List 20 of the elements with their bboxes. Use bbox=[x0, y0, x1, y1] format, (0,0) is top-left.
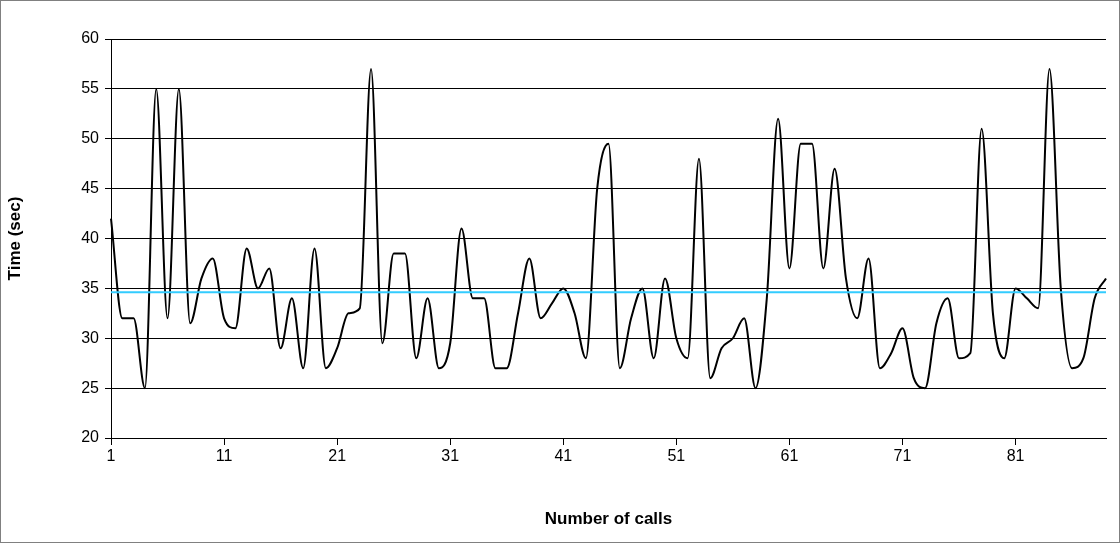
y-tick-label: 60 bbox=[81, 29, 100, 47]
x-tick-label: 51 bbox=[667, 447, 686, 465]
y-axis-title: Time (sec) bbox=[4, 196, 24, 281]
x-axis-title: Number of calls bbox=[544, 509, 673, 529]
x-tick-label: 41 bbox=[554, 447, 573, 465]
x-tick-label: 71 bbox=[893, 447, 912, 465]
y-tick-label: 20 bbox=[81, 428, 100, 446]
y-tick-label: 25 bbox=[81, 378, 100, 396]
y-tick-label: 55 bbox=[81, 79, 100, 97]
x-tick-label: 81 bbox=[1006, 447, 1025, 465]
x-tick-label: 11 bbox=[215, 447, 233, 465]
x-tick-label: 1 bbox=[106, 447, 116, 465]
y-tick-label: 35 bbox=[81, 278, 100, 296]
y-tick-label: 40 bbox=[81, 228, 100, 246]
y-tick-label: 30 bbox=[81, 328, 100, 346]
y-tick-label: 45 bbox=[81, 179, 100, 197]
x-tick-label: 61 bbox=[780, 447, 799, 465]
x-tick-label: 31 bbox=[441, 447, 460, 465]
x-tick-label: 21 bbox=[328, 447, 347, 465]
y-tick-label: 50 bbox=[81, 129, 100, 147]
